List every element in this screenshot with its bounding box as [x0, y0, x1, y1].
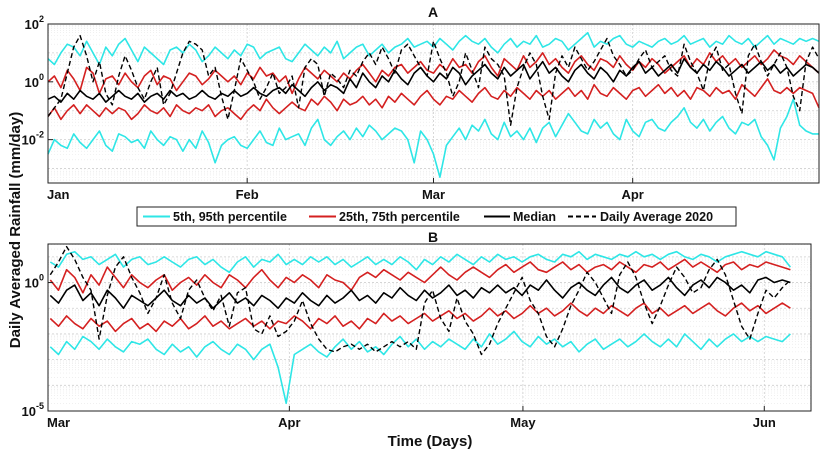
legend-box [136, 206, 737, 227]
y-tick-exponent: 0 [39, 273, 44, 283]
y-tick-label: 100 [25, 273, 44, 291]
y-tick-exponent: -5 [36, 401, 44, 411]
x-tick-label-mar: Mar [422, 187, 445, 202]
series-line-25th-percentile [49, 302, 791, 333]
panel-b-series [49, 245, 792, 405]
y-tick-exponent: 2 [39, 14, 44, 24]
series-line-median [47, 57, 820, 103]
panel-b-grid [47, 244, 811, 412]
series-line-95th-percentile [49, 250, 792, 274]
panel-a: A 102 100 10-2 Jan Feb Mar Apr [22, 4, 820, 202]
series-line-25th-percentile [47, 78, 820, 121]
y-axis-label: Daily Averaged Rainfall (mm/day) [7, 112, 24, 348]
series-line-5th-percentile [49, 330, 791, 405]
panel-a-x-ticks: Jan Feb Mar Apr [47, 178, 644, 202]
x-tick-label-jan: Jan [47, 187, 69, 202]
series-line-75th-percentile [49, 258, 791, 294]
x-tick-label-may: May [510, 415, 536, 430]
panel-b: B 100 10-5 Mar Apr May Jun [22, 229, 812, 430]
x-tick-label-apr: Apr [621, 187, 643, 202]
legend-item-5-95: 5th, 95th percentile [143, 210, 287, 224]
panel-a-title: A [428, 4, 438, 20]
legend-label-median: Median [513, 210, 556, 224]
legend-label-5-95: 5th, 95th percentile [173, 210, 287, 224]
series-line-daily-average-2020 [47, 34, 820, 126]
y-tick-label: 102 [25, 14, 44, 32]
panel-b-x-ticks: Mar Apr May Jun [47, 406, 776, 430]
x-tick-label-apr: Apr [278, 415, 300, 430]
legend-item-25-75: 25th, 75th percentile [309, 210, 460, 224]
panel-b-frame [47, 243, 812, 412]
series-line-median [49, 276, 791, 310]
y-tick-exponent: 0 [39, 72, 44, 82]
x-tick-label-mar: Mar [47, 415, 70, 430]
legend-label-25-75: 25th, 75th percentile [339, 210, 460, 224]
x-axis-label: Time (Days) [388, 433, 473, 450]
series-line-95th-percentile [47, 31, 820, 66]
series-line-5th-percentile [47, 98, 819, 178]
legend-item-median: Median [484, 210, 556, 224]
y-tick-exponent: -2 [36, 130, 44, 140]
x-tick-label-feb: Feb [236, 187, 259, 202]
legend-label-daily-average: Daily Average 2020 [600, 210, 713, 224]
series-line-daily-average-2020 [49, 245, 791, 356]
y-tick-label: 10-5 [22, 401, 44, 419]
panel-b-title: B [428, 229, 438, 245]
panel-a-series [47, 31, 820, 178]
y-tick-label: 100 [25, 72, 44, 90]
y-tick-label: 10-2 [22, 130, 44, 148]
legend: 5th, 95th percentile 25th, 75th percenti… [136, 206, 737, 227]
x-tick-label-jun: Jun [753, 415, 776, 430]
panel-b-plot-area [48, 244, 811, 411]
legend-item-daily-average: Daily Average 2020 [568, 210, 713, 224]
